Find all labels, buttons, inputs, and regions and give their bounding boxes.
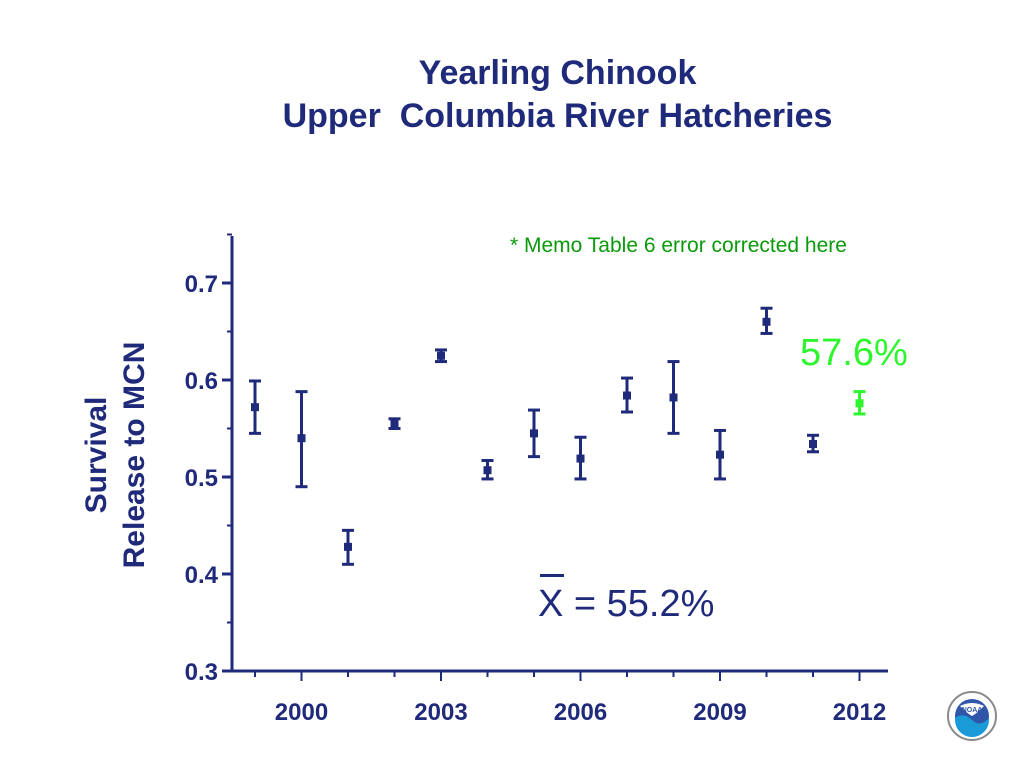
data-point	[297, 434, 306, 443]
mean-annotation: X = 55.2%	[538, 574, 715, 626]
y-tick-label: 0.7	[185, 271, 218, 298]
x-tick-label: 2009	[693, 699, 746, 726]
y-tick-label: 0.3	[185, 659, 218, 686]
data-point	[855, 399, 864, 408]
data-point	[623, 391, 631, 400]
data-point	[437, 351, 445, 360]
data-point	[762, 317, 771, 326]
data-point	[669, 393, 678, 402]
mean-symbol: X	[538, 583, 564, 625]
mean-bar-symbol	[540, 574, 564, 577]
data-point	[809, 440, 817, 449]
noaa-logo-text: NOAA	[962, 707, 983, 714]
chart-title-line-2: Upper Columbia River Hatcheries	[282, 97, 833, 135]
x-tick-label: 2012	[833, 699, 886, 726]
data-point	[390, 419, 399, 428]
data-point	[344, 542, 352, 551]
highlight-value-annotation: 57.6%	[800, 332, 908, 374]
data-point	[483, 466, 492, 475]
data-point	[530, 429, 538, 438]
data-point	[716, 450, 724, 459]
memo-annotation: * Memo Table 6 error corrected here	[510, 234, 847, 257]
y-tick-label: 0.6	[185, 368, 218, 395]
y-tick-label: 0.4	[185, 562, 219, 589]
mean-value: = 55.2%	[563, 583, 715, 625]
noaa-logo: NOAA	[947, 691, 997, 741]
x-tick-label: 2003	[414, 699, 467, 726]
y-tick-label: 0.5	[185, 465, 218, 492]
x-tick-label: 2000	[275, 699, 328, 726]
data-point	[251, 403, 259, 412]
chart-title: Yearling Chinook Upper Columbia River Ha…	[0, 52, 1024, 138]
chart-title-line-1: Yearling Chinook	[418, 54, 697, 92]
x-tick-label: 2006	[554, 699, 607, 726]
data-point	[576, 454, 585, 463]
